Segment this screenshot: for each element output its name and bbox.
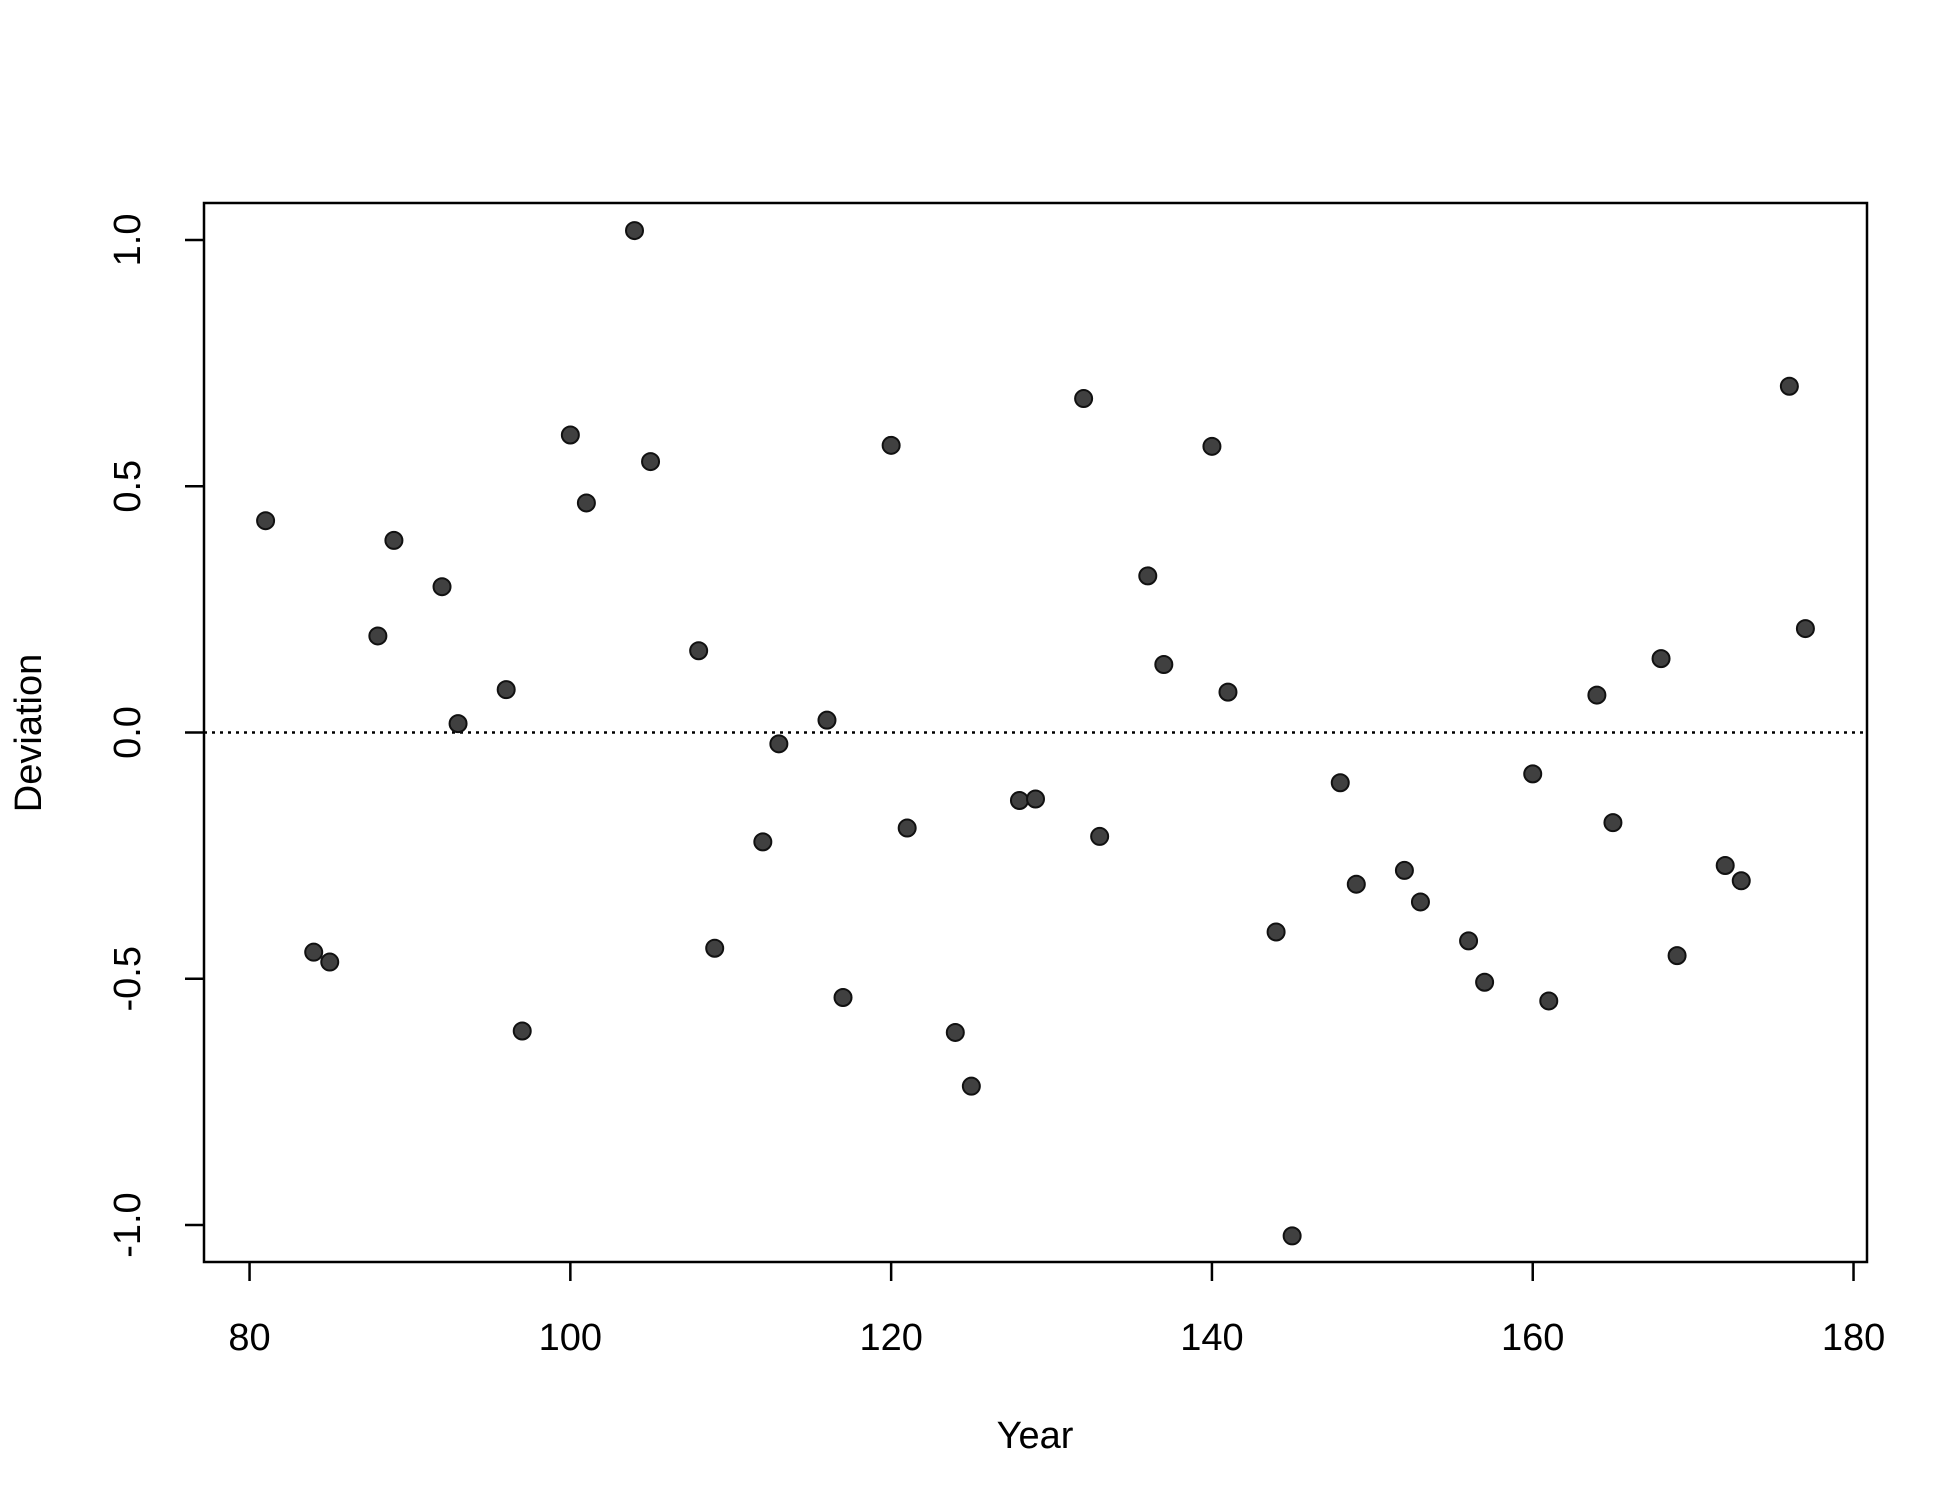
point <box>560 425 580 445</box>
point <box>625 221 645 241</box>
y-tick-label: 0.5 <box>107 460 149 513</box>
point <box>384 530 404 550</box>
point <box>1715 855 1735 875</box>
point <box>961 1076 981 1096</box>
point <box>689 641 709 661</box>
x-tick-label: 80 <box>228 1317 270 1359</box>
point <box>1731 871 1751 891</box>
point <box>1330 773 1350 793</box>
point <box>1459 931 1479 951</box>
y-tick-label: -0.5 <box>107 946 149 1011</box>
point <box>1154 655 1174 675</box>
x-tick-label: 120 <box>859 1317 922 1359</box>
point <box>432 577 452 597</box>
point <box>1026 789 1045 809</box>
point <box>1779 376 1799 396</box>
point <box>1282 1226 1302 1246</box>
point <box>1218 682 1238 702</box>
point <box>769 734 789 754</box>
point <box>1346 874 1366 894</box>
point <box>448 714 468 734</box>
point <box>1074 389 1094 409</box>
point <box>945 1022 965 1042</box>
point <box>1410 892 1430 912</box>
point <box>897 818 917 838</box>
y-axis-title: Deviation <box>8 654 50 812</box>
point <box>1009 790 1029 810</box>
point <box>1394 860 1414 880</box>
point <box>1138 566 1158 586</box>
x-axis-title: Year <box>997 1415 1074 1457</box>
point <box>1603 813 1623 833</box>
point <box>1266 922 1286 942</box>
point <box>496 680 516 700</box>
point <box>833 987 853 1007</box>
point <box>1475 972 1495 992</box>
point <box>512 1021 532 1041</box>
point <box>1523 764 1543 784</box>
point <box>1587 685 1607 705</box>
x-tick-label: 100 <box>539 1317 602 1359</box>
point <box>320 952 340 972</box>
y-tick-label: 0.0 <box>107 706 149 759</box>
point <box>576 493 596 513</box>
point <box>368 626 388 646</box>
y-tick-label: -1.0 <box>107 1192 149 1257</box>
point <box>256 511 276 531</box>
point <box>817 710 837 730</box>
x-tick-label: 160 <box>1501 1317 1564 1359</box>
point <box>1795 619 1815 639</box>
point <box>641 452 661 472</box>
point <box>1202 436 1222 456</box>
y-tick-label: 1.0 <box>107 214 149 267</box>
point <box>1539 991 1559 1011</box>
point <box>705 938 725 958</box>
point <box>1090 826 1110 846</box>
point <box>304 942 324 962</box>
x-tick-label: 180 <box>1822 1317 1885 1359</box>
point <box>753 832 773 852</box>
point <box>881 435 901 455</box>
point <box>1651 649 1671 669</box>
point <box>1667 946 1687 966</box>
x-tick-label: 140 <box>1180 1317 1243 1359</box>
